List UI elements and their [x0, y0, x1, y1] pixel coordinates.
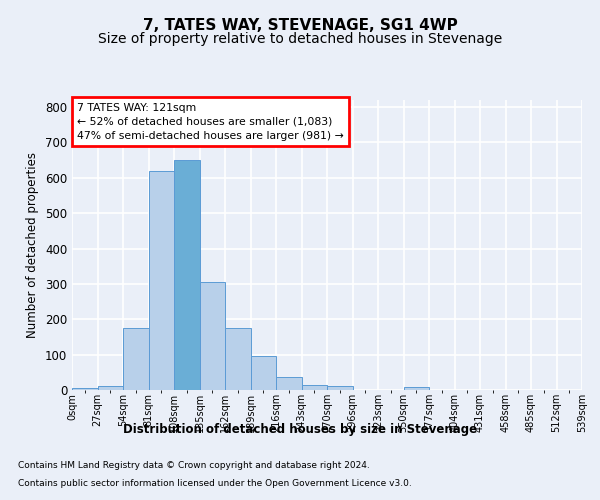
Bar — [149, 172, 174, 390]
Bar — [251, 356, 276, 390]
Bar — [199, 282, 225, 390]
Bar — [97, 386, 123, 390]
Bar — [276, 376, 302, 390]
Bar — [404, 387, 429, 390]
Bar — [225, 328, 251, 390]
Y-axis label: Number of detached properties: Number of detached properties — [26, 152, 40, 338]
Bar — [327, 386, 353, 390]
Text: Distribution of detached houses by size in Stevenage: Distribution of detached houses by size … — [123, 422, 477, 436]
Bar — [123, 328, 149, 390]
Text: 7, TATES WAY, STEVENAGE, SG1 4WP: 7, TATES WAY, STEVENAGE, SG1 4WP — [143, 18, 457, 32]
Text: 7 TATES WAY: 121sqm
← 52% of detached houses are smaller (1,083)
47% of semi-det: 7 TATES WAY: 121sqm ← 52% of detached ho… — [77, 103, 344, 141]
Bar — [174, 160, 199, 390]
Bar — [72, 388, 97, 390]
Bar — [302, 384, 327, 390]
Text: Contains HM Land Registry data © Crown copyright and database right 2024.: Contains HM Land Registry data © Crown c… — [18, 461, 370, 470]
Text: Contains public sector information licensed under the Open Government Licence v3: Contains public sector information licen… — [18, 478, 412, 488]
Text: Size of property relative to detached houses in Stevenage: Size of property relative to detached ho… — [98, 32, 502, 46]
